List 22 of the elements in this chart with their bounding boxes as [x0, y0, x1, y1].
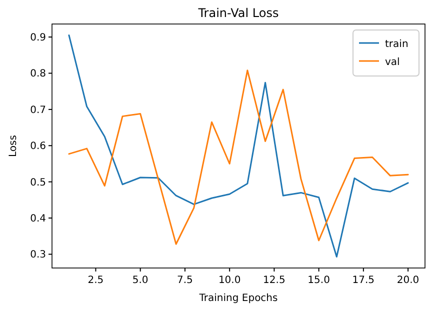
- x-tick-label: 12.5: [263, 275, 286, 286]
- y-axis-title: Loss: [8, 135, 19, 157]
- line-series: [68, 70, 409, 245]
- y-tick-label: 0.7: [30, 104, 46, 116]
- y-tick-label: 0.6: [30, 141, 46, 152]
- x-tick-label: 2.5: [88, 275, 104, 286]
- y-tick-label: 0.4: [30, 214, 46, 225]
- line-series: [68, 34, 409, 258]
- x-tick-label: 20.0: [396, 275, 420, 286]
- x-axis-title: Training Epochs: [198, 293, 278, 304]
- x-tick-label: 15.0: [308, 275, 330, 286]
- x-tick-label: 17.5: [352, 275, 375, 286]
- legend-label: train: [385, 39, 408, 50]
- legend-label: val: [385, 57, 400, 68]
- chart-title: Train-Val Loss: [197, 6, 279, 20]
- x-tick-label: 10.0: [218, 275, 241, 286]
- y-tick-label: 0.8: [30, 68, 46, 80]
- y-tick-label: 0.9: [30, 32, 46, 44]
- y-tick-label: 0.5: [30, 177, 46, 188]
- x-tick-label: 5.0: [132, 275, 148, 286]
- y-tick-label: 0.3: [30, 250, 46, 261]
- x-tick-label: 7.5: [177, 275, 193, 286]
